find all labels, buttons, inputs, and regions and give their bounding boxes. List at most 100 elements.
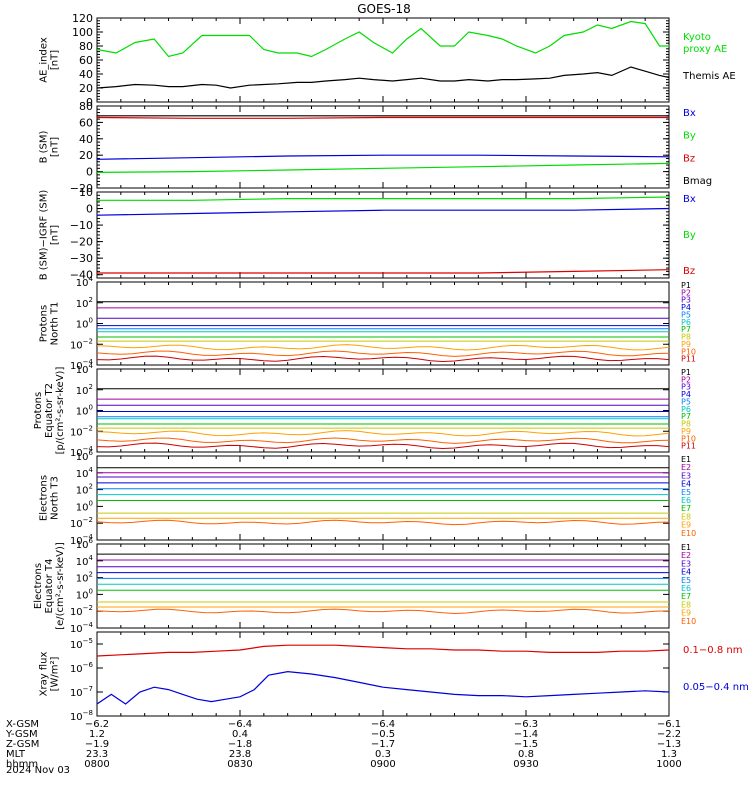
ephemeris-value: 0.4 bbox=[232, 729, 248, 740]
y-tick-label: 10−2 bbox=[70, 424, 93, 438]
series-line-by bbox=[97, 162, 669, 173]
ephemeris-value: −0.5 bbox=[371, 729, 395, 740]
y-axis-label: North T3 bbox=[50, 476, 61, 520]
legend-label: Bz bbox=[683, 153, 695, 164]
legend-label: E1 bbox=[681, 543, 691, 552]
legend-label: P1 bbox=[681, 368, 691, 377]
panel-frame bbox=[96, 17, 670, 103]
y-tick-label: 100 bbox=[76, 587, 93, 601]
legend-label: P11 bbox=[681, 355, 696, 364]
ephemeris-value: 23.3 bbox=[86, 749, 108, 760]
ephemeris-value: 1.2 bbox=[89, 729, 105, 740]
series-line-bz bbox=[97, 116, 669, 119]
legend-label: P9 bbox=[681, 340, 691, 349]
y-tick-label: 0 bbox=[86, 203, 93, 216]
series-line-p10 bbox=[97, 437, 669, 444]
legend-label: E8 bbox=[681, 600, 691, 609]
legend-label: P6 bbox=[681, 318, 691, 327]
legend-label: E2 bbox=[681, 551, 691, 560]
series-line-themis-ae bbox=[97, 66, 669, 89]
y-tick-label: 100 bbox=[76, 317, 93, 331]
series-line-p9 bbox=[97, 430, 669, 437]
y-axis-label: Electrons bbox=[39, 475, 50, 521]
legend-label: P11 bbox=[681, 442, 696, 451]
ephemeris-value: −1.4 bbox=[514, 729, 538, 740]
y-tick-label: 10−2 bbox=[70, 516, 93, 530]
y-axis-label: [p/(cm²-s-sr-keV)] bbox=[55, 367, 66, 455]
legend-label: P5 bbox=[681, 310, 691, 319]
y-axis-label: North T1 bbox=[50, 302, 61, 346]
series-line-p10 bbox=[97, 350, 669, 357]
legend-label: E3 bbox=[681, 471, 691, 480]
ephemeris-row-label: Y-GSM bbox=[5, 729, 38, 740]
y-tick-label: 40 bbox=[79, 68, 93, 81]
series-line-bx bbox=[97, 207, 669, 216]
y-axis-label: [nT] bbox=[50, 50, 61, 70]
legend-label: By bbox=[683, 230, 696, 241]
y-tick-label: 102 bbox=[76, 571, 93, 585]
ephemeris-row-label: Z-GSM bbox=[6, 739, 39, 750]
y-axis-label: Electrons bbox=[33, 563, 44, 609]
y-tick-label: −20 bbox=[70, 236, 93, 249]
legend-label: Bx bbox=[683, 108, 696, 119]
y-axis-label: B (SM)−IGRF (SM) bbox=[39, 190, 50, 281]
ephemeris-value: −1.8 bbox=[228, 739, 252, 750]
legend-label: E10 bbox=[681, 617, 696, 626]
panel-frame bbox=[96, 631, 670, 717]
y-tick-label: −10 bbox=[70, 219, 93, 232]
y-tick-label: 104 bbox=[76, 275, 94, 289]
legend-label: E1 bbox=[681, 455, 691, 464]
legend-label: P7 bbox=[681, 412, 691, 421]
ephemeris-value: 0.8 bbox=[518, 749, 534, 760]
y-tick-label: 10−5 bbox=[70, 637, 93, 651]
ephemeris-value: −6.3 bbox=[514, 719, 538, 730]
y-tick-label: −40 bbox=[70, 269, 93, 282]
ephemeris-row-label: hhmm bbox=[6, 759, 38, 770]
y-axis-label: Protons bbox=[39, 305, 50, 342]
ephemeris-value: −6.1 bbox=[657, 719, 681, 730]
legend-label: E3 bbox=[681, 559, 691, 568]
y-tick-label: 10−7 bbox=[70, 685, 93, 699]
legend-label: P3 bbox=[681, 383, 691, 392]
series-line-0-05-0-4-nm bbox=[97, 670, 669, 705]
series-line-p11 bbox=[97, 355, 669, 363]
y-axis-label: AE_index bbox=[39, 37, 50, 83]
y-axis-label: Equator T4 bbox=[44, 559, 55, 614]
ephemeris-value: −1.3 bbox=[657, 739, 681, 750]
series-line-e10 bbox=[97, 608, 669, 615]
legend-label: E8 bbox=[681, 512, 691, 521]
legend-label: By bbox=[683, 131, 696, 142]
y-axis-label: [W/m²] bbox=[50, 656, 61, 691]
legend-label: proxy AE bbox=[683, 44, 727, 55]
panel-bsm: −20 0 20 40 60 80 B (SM) [nT] Bx By Bz Bmag bbox=[39, 100, 713, 195]
panel-frame bbox=[96, 455, 670, 541]
y-tick-label: 0 bbox=[86, 166, 93, 179]
legend-label: P5 bbox=[681, 397, 691, 406]
y-tick-label: 10−4 bbox=[70, 621, 94, 635]
ephemeris-value: 0.3 bbox=[375, 749, 391, 760]
y-tick-label: 80 bbox=[79, 40, 93, 53]
legend-label: P10 bbox=[681, 434, 696, 443]
y-axis-label: B (SM) bbox=[39, 130, 50, 163]
y-tick-label: 0 bbox=[86, 96, 93, 109]
y-tick-label: 20 bbox=[79, 82, 93, 95]
legend-label: P3 bbox=[681, 296, 691, 305]
legend-label: P9 bbox=[681, 427, 691, 436]
legend-label: Kyoto bbox=[683, 32, 711, 43]
legend-label: E4 bbox=[681, 568, 691, 577]
series-line-p9 bbox=[97, 344, 669, 351]
y-tick-label: 106 bbox=[76, 449, 94, 463]
legend-label: 0.05−0.4 nm bbox=[683, 682, 749, 693]
legend-label: P8 bbox=[681, 333, 691, 342]
panel-frame bbox=[96, 543, 670, 629]
legend-label: Themis AE bbox=[682, 71, 736, 82]
legend-label: P7 bbox=[681, 325, 691, 334]
legend-label: E7 bbox=[681, 504, 691, 513]
legend-label: E9 bbox=[681, 609, 691, 618]
ephemeris-value: −1.5 bbox=[514, 739, 538, 750]
ephemeris-value: −6.4 bbox=[228, 719, 252, 730]
y-axis-label: [nT] bbox=[50, 225, 61, 245]
